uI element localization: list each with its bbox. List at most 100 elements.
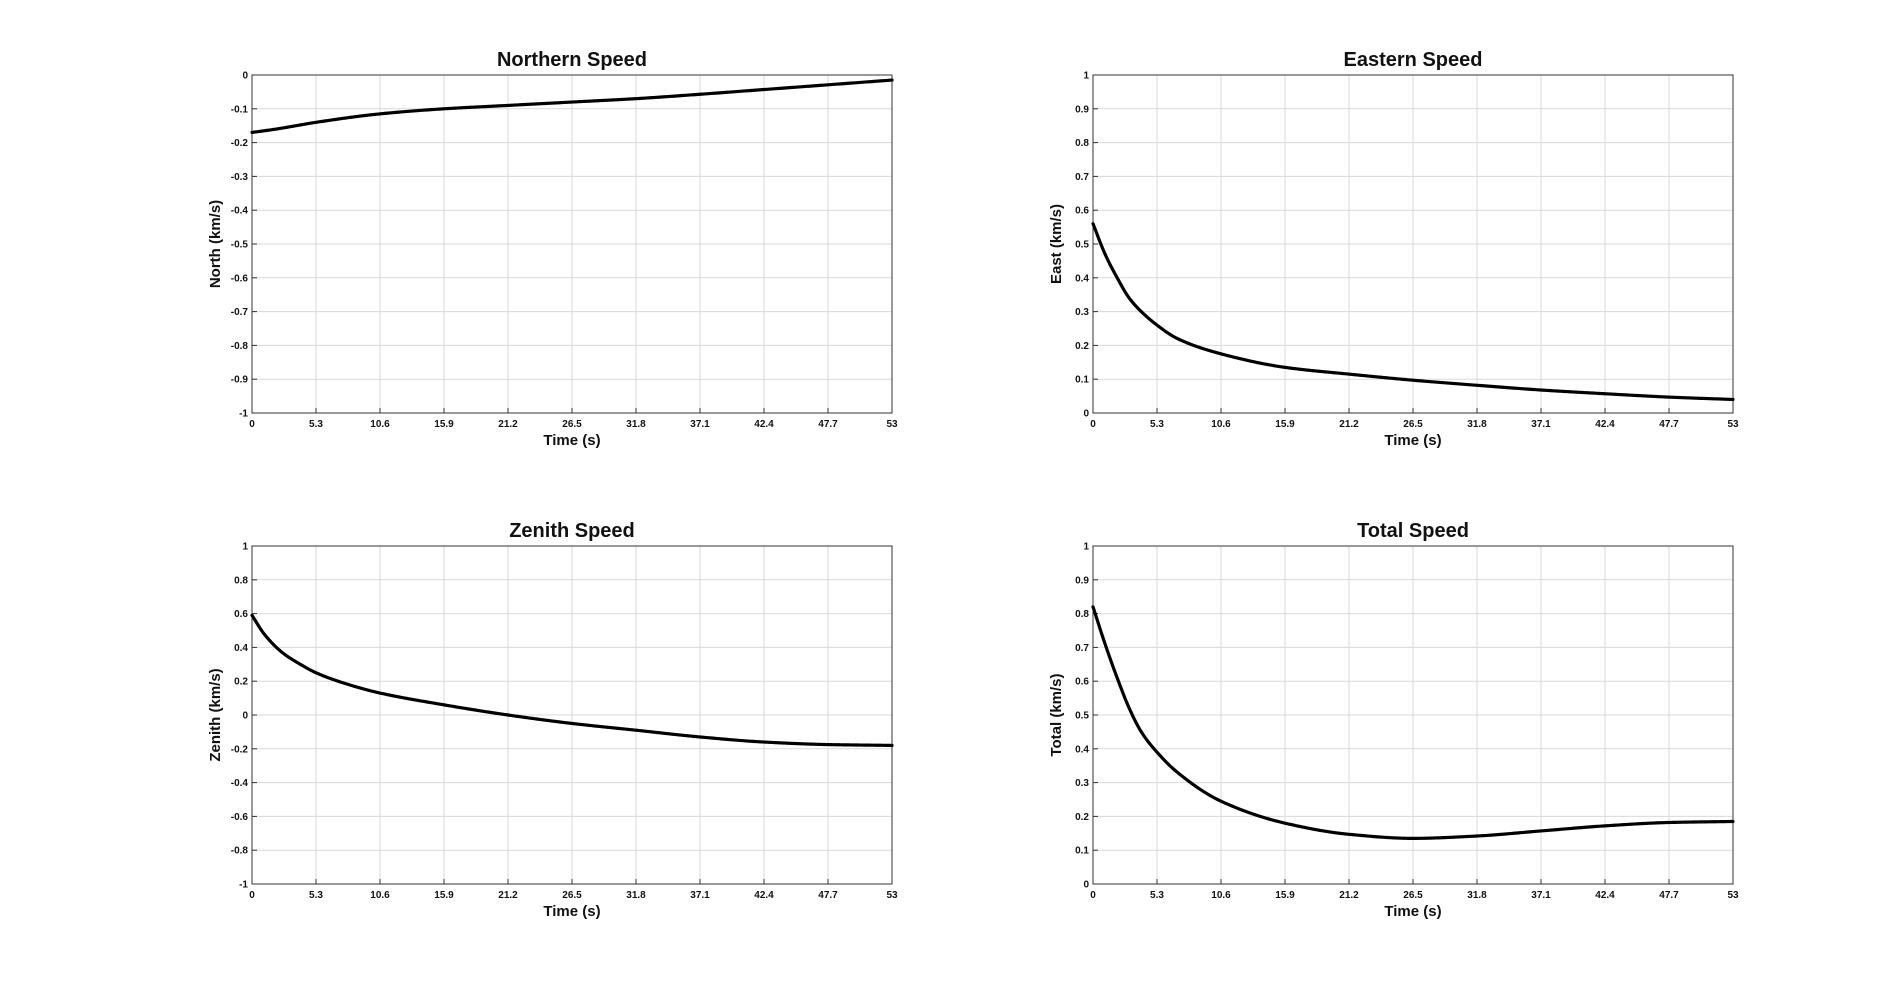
eastern-speed-series-line [1091, 222, 1735, 402]
chart-title: Zenith Speed [509, 520, 635, 542]
x-tick-label: 31.8 [626, 419, 646, 430]
x-tick-label: 5.3 [309, 890, 323, 901]
y-tick-label: 0.9 [1075, 104, 1089, 115]
y-tick-label: 0.6 [1075, 206, 1089, 217]
x-tick-label: 42.4 [1595, 419, 1615, 430]
x-tick-label: 37.1 [690, 419, 710, 430]
y-tick-label: 0.4 [1075, 273, 1089, 284]
y-tick-label: -0.2 [231, 744, 249, 755]
y-axis-label: Total (km/s) [1048, 673, 1065, 756]
y-tick-label: 1 [1083, 542, 1089, 553]
plot-frame [1092, 74, 1734, 414]
x-tick-label: 15.9 [434, 419, 454, 430]
x-tick-label: 5.3 [1150, 419, 1164, 430]
x-tick-label: 15.9 [1275, 419, 1295, 430]
plot-frame [251, 545, 893, 885]
plot-frame [1092, 545, 1734, 885]
x-axis-label: Time (s) [1384, 432, 1441, 449]
y-tick-label: 0.7 [1075, 643, 1089, 654]
y-tick-label: 0.2 [234, 677, 248, 688]
y-tick-label: 0.2 [1075, 341, 1089, 352]
x-tick-label: 15.9 [1275, 890, 1295, 901]
northern-speed-series-line [250, 78, 894, 135]
x-tick-label: 21.2 [1339, 890, 1359, 901]
y-axis-label: East (km/s) [1048, 204, 1065, 284]
y-tick-label: -0.2 [231, 138, 249, 149]
y-tick-label: 0.5 [1075, 240, 1089, 251]
total-speed-chart: 0 5.3 10.6 15.9 21.2 26.5 31.8 37.1 42.4 47.7 5300… [1048, 520, 1739, 920]
x-tick-label: 0 [1090, 890, 1096, 901]
x-tick-label: 0 [1090, 419, 1096, 430]
x-tick-label: 10.6 [370, 890, 390, 901]
x-tick-label: 21.2 [1339, 419, 1359, 430]
x-tick-label: 37.1 [690, 890, 710, 901]
y-tick-label: -0.6 [231, 273, 249, 284]
y-axis-label: North (km/s) [207, 200, 224, 288]
y-tick-label: 0.3 [1075, 307, 1089, 318]
y-tick-label: 0 [1083, 880, 1089, 891]
x-tick-label: 5.3 [1150, 890, 1164, 901]
chart-title: Total Speed [1357, 520, 1469, 542]
x-axis-label: Time (s) [543, 903, 600, 920]
y-tick-label: 0 [242, 71, 248, 82]
y-tick-label: -0.3 [231, 172, 249, 183]
chart-title: Eastern Speed [1344, 49, 1483, 71]
x-tick-label: 42.4 [754, 419, 774, 430]
x-tick-label: 26.5 [562, 890, 582, 901]
x-tick-label: 10.6 [1211, 419, 1231, 430]
x-tick-label: 26.5 [1403, 419, 1423, 430]
northern-speed-chart: 0 5.3 10.6 15.9 21.2 26.5 31.8 37.1 42.4 47.7 530-… [207, 49, 898, 449]
y-tick-label: 0.1 [1075, 375, 1089, 386]
plot-frame [251, 74, 893, 414]
y-tick-label: 0.8 [234, 575, 248, 586]
x-tick-label: 47.7 [1659, 419, 1679, 430]
x-tick-label: 0 [249, 890, 255, 901]
y-tick-label: -1 [239, 409, 248, 420]
x-tick-label: 15.9 [434, 890, 454, 901]
y-tick-label: 0.6 [1075, 677, 1089, 688]
x-axis-label: Time (s) [1384, 903, 1441, 920]
x-tick-label: 26.5 [562, 419, 582, 430]
x-tick-label: 47.7 [1659, 890, 1679, 901]
x-tick-label: 10.6 [1211, 890, 1231, 901]
zenith-speed-series-line [250, 613, 894, 748]
x-tick-label: 37.1 [1531, 419, 1551, 430]
x-tick-label: 21.2 [498, 419, 518, 430]
x-tick-label: 10.6 [370, 419, 390, 430]
y-tick-label: 0.4 [234, 643, 248, 654]
eastern-speed-chart: 0 5.3 10.6 15.9 21.2 26.5 31.8 37.1 42.4 47.7 5300… [1048, 49, 1739, 449]
x-tick-label: 53 [1727, 890, 1739, 901]
x-tick-label: 53 [886, 419, 898, 430]
y-tick-label: -0.9 [231, 375, 249, 386]
y-tick-label: 0 [242, 711, 248, 722]
y-tick-label: 0.8 [1075, 609, 1089, 620]
x-tick-label: 53 [1727, 419, 1739, 430]
y-tick-label: 0.1 [1075, 846, 1089, 857]
y-tick-label: -0.7 [231, 307, 249, 318]
x-tick-label: 37.1 [1531, 890, 1551, 901]
y-tick-label: -0.4 [231, 206, 249, 217]
total-speed-series-line [1091, 605, 1735, 840]
y-tick-label: 0.5 [1075, 711, 1089, 722]
y-axis-label: Zenith (km/s) [207, 668, 224, 761]
x-tick-label: 31.8 [1467, 890, 1487, 901]
y-tick-label: 0 [1083, 409, 1089, 420]
y-tick-label: -0.1 [231, 104, 249, 115]
y-tick-label: 0.8 [1075, 138, 1089, 149]
y-tick-label: 0.6 [234, 609, 248, 620]
chart-title: Northern Speed [497, 49, 647, 71]
x-tick-label: 26.5 [1403, 890, 1423, 901]
y-tick-label: 0.7 [1075, 172, 1089, 183]
y-tick-label: -0.4 [231, 778, 249, 789]
y-tick-label: -1 [239, 880, 248, 891]
x-tick-label: 31.8 [626, 890, 646, 901]
y-tick-label: 0.4 [1075, 744, 1089, 755]
x-tick-label: 47.7 [818, 419, 838, 430]
y-tick-label: -0.8 [231, 341, 249, 352]
y-tick-label: -0.6 [231, 812, 249, 823]
y-tick-label: 0.3 [1075, 778, 1089, 789]
y-tick-label: 1 [242, 542, 248, 553]
x-tick-label: 21.2 [498, 890, 518, 901]
